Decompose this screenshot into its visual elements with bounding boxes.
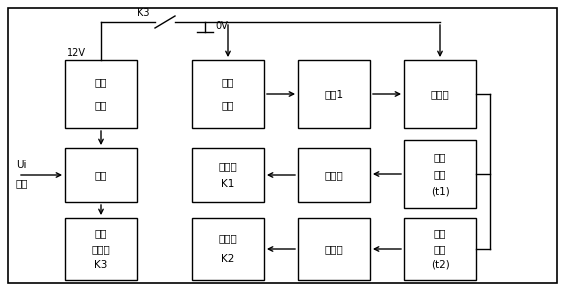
Text: Ui: Ui	[16, 160, 27, 170]
Text: 计数器: 计数器	[431, 89, 449, 99]
Bar	[192, 148, 264, 202]
Text: 晶体: 晶体	[221, 78, 234, 88]
Text: 直流: 直流	[16, 178, 28, 188]
Text: 驱动器: 驱动器	[325, 244, 344, 254]
Text: 继电器: 继电器	[92, 244, 110, 254]
Text: K3: K3	[137, 8, 150, 18]
Text: 开关: 开关	[434, 169, 446, 179]
Text: 整定: 整定	[434, 228, 446, 239]
Bar	[404, 218, 476, 280]
Bar	[404, 140, 476, 208]
Text: 12V: 12V	[67, 48, 86, 58]
Bar	[192, 60, 264, 128]
Text: K2: K2	[221, 254, 234, 264]
Text: K3: K3	[94, 260, 108, 269]
Text: 降压: 降压	[95, 170, 107, 180]
Text: 开关: 开关	[434, 244, 446, 254]
Bar	[298, 218, 370, 280]
Text: 驱动器: 驱动器	[325, 170, 344, 180]
Text: 分频: 分频	[221, 100, 234, 110]
Bar	[192, 218, 264, 280]
Text: 继电器: 继电器	[219, 234, 237, 244]
Text: 电源: 电源	[95, 100, 107, 110]
Bar	[298, 60, 370, 128]
Bar	[65, 148, 137, 202]
Bar	[298, 148, 370, 202]
Text: 瞬动: 瞬动	[95, 228, 107, 239]
Text: 整定: 整定	[434, 152, 446, 162]
Text: 0V: 0V	[215, 21, 228, 31]
Text: K1: K1	[221, 179, 234, 189]
Bar	[404, 60, 476, 128]
Text: (t1): (t1)	[431, 186, 449, 196]
Text: 储能: 储能	[95, 78, 107, 88]
Text: (t2): (t2)	[431, 260, 449, 269]
Text: 分频1: 分频1	[324, 89, 344, 99]
Bar	[65, 218, 137, 280]
Text: 继电器: 继电器	[219, 161, 237, 171]
Bar	[65, 60, 137, 128]
